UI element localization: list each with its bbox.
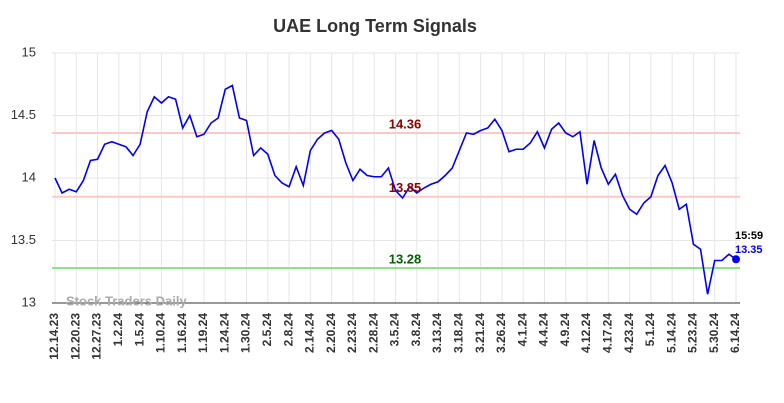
x-tick-label: 12.27.23	[90, 313, 104, 360]
x-tick-label: 3.13.24	[430, 313, 444, 353]
x-tick-label: 3.8.24	[409, 313, 423, 347]
x-tick-label: 4.9.24	[558, 313, 572, 347]
x-tick-label: 2.28.24	[366, 313, 380, 353]
signal-label: 13.85	[389, 180, 422, 195]
x-tick-label: 3.26.24	[494, 313, 508, 353]
x-tick-label: 1.10.24	[154, 313, 168, 353]
x-tick-label: 5.30.24	[707, 313, 721, 353]
x-tick-label: 2.5.24	[260, 313, 274, 347]
y-tick-label: 14	[22, 169, 36, 184]
x-tick-label: 5.23.24	[686, 313, 700, 353]
signal-label: 13.28	[389, 251, 422, 266]
x-tick-label: 1.19.24	[196, 313, 210, 353]
x-tick-label: 12.14.23	[47, 313, 61, 360]
x-tick-label: 4.23.24	[622, 313, 636, 353]
x-tick-label: 6.14.24	[728, 313, 742, 353]
last-value: 13.35	[735, 244, 763, 256]
x-tick-label: 3.5.24	[388, 313, 402, 347]
chart-title: UAE Long Term Signals	[273, 16, 477, 36]
x-tick-label: 3.18.24	[452, 313, 466, 353]
x-tick-label: 4.17.24	[600, 313, 614, 353]
x-tick-label: 12.20.23	[68, 313, 82, 360]
signal-label: 14.36	[389, 116, 422, 131]
x-tick-label: 5.1.24	[643, 313, 657, 347]
x-tick-label: 2.23.24	[345, 313, 359, 353]
y-tick-label: 14.5	[11, 107, 36, 122]
x-tick-label: 1.24.24	[217, 313, 231, 353]
x-tick-label: 1.16.24	[175, 313, 189, 353]
x-tick-label: 1.30.24	[239, 313, 253, 353]
watermark: Stock Traders Daily	[66, 293, 187, 308]
last-time: 15:59	[735, 230, 763, 242]
last-point	[732, 255, 740, 264]
x-tick-label: 1.2.24	[111, 313, 125, 347]
x-tick-label: 2.20.24	[324, 313, 338, 353]
y-tick-label: 13	[22, 294, 36, 309]
x-tick-label: 4.1.24	[515, 313, 529, 347]
x-tick-label: 1.5.24	[132, 313, 146, 347]
y-tick-label: 13.5	[11, 232, 36, 247]
x-tick-label: 4.12.24	[579, 313, 593, 353]
x-tick-label: 5.14.24	[664, 313, 678, 353]
price-line	[54, 84, 737, 295]
y-tick-label: 15	[22, 44, 36, 59]
x-tick-label: 2.14.24	[303, 313, 317, 353]
x-tick-label: 3.21.24	[473, 313, 487, 353]
x-tick-label: 2.8.24	[281, 313, 295, 347]
x-tick-label: 4.4.24	[537, 313, 551, 347]
